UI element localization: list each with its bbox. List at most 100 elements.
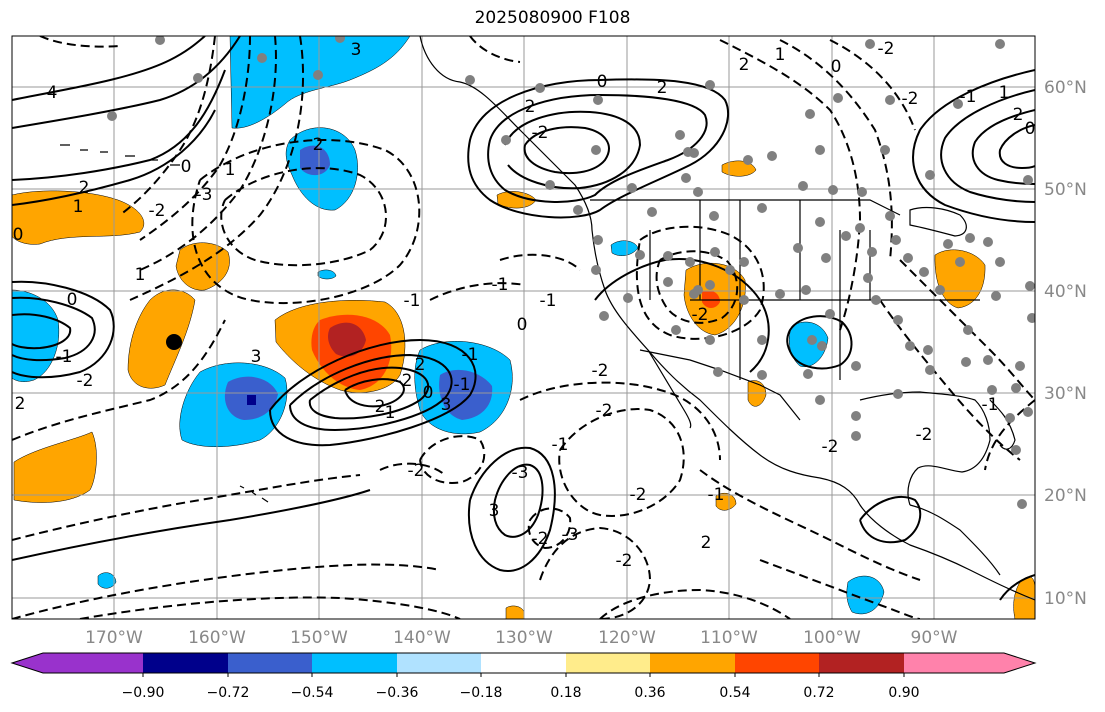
- colorbar-segment: [566, 653, 650, 673]
- contour-label: -2: [902, 89, 919, 109]
- contour-label: 0: [423, 383, 434, 403]
- station-markers: [107, 36, 1035, 509]
- latitude-labels: 60°N 50°N 40°N 30°N 20°N 10°N: [1044, 78, 1087, 609]
- contour-label: 3: [351, 40, 362, 60]
- contour-label: -1: [404, 291, 421, 311]
- longitude-label: 120°W: [598, 628, 656, 648]
- colorbar-tick-label: 0.18: [550, 685, 581, 701]
- latitude-label: 30°N: [1044, 384, 1087, 404]
- contour-label: -2: [532, 529, 549, 549]
- contour-label: 0: [597, 72, 608, 92]
- colorbar-segment: [735, 653, 819, 673]
- contour-label: 2: [79, 178, 90, 198]
- contour-label: 0: [13, 225, 24, 245]
- contour-label: -1: [540, 291, 557, 311]
- negative-contours: [12, 36, 1035, 619]
- longitude-label: 110°W: [700, 628, 758, 648]
- colorbar-segment: [481, 653, 566, 673]
- contour-label: -3: [196, 185, 213, 205]
- colorbar-outline: [10, 652, 1037, 674]
- contour-label: -2: [596, 401, 613, 421]
- colorbar-tick-label: −0.18: [460, 685, 503, 701]
- longitude-label: 100°W: [803, 628, 861, 648]
- contour-label: 4: [47, 83, 58, 103]
- contour-label: -2: [396, 371, 413, 391]
- contour-label: 0: [831, 57, 842, 77]
- longitude-label: 140°W: [393, 628, 451, 648]
- colorbar-segment: [819, 653, 904, 673]
- contour-label: 3: [441, 395, 452, 415]
- contour-label: 1: [999, 83, 1010, 103]
- contour-label: -3: [512, 463, 529, 483]
- highlight-marker: [166, 334, 182, 350]
- contour-label: -2: [822, 437, 839, 457]
- colorbar-tick-label: −0.36: [376, 685, 419, 701]
- contour-label: 1: [73, 197, 84, 217]
- contour-label: -2: [77, 371, 94, 391]
- contour-label: -1: [960, 87, 977, 107]
- latitude-label: 50°N: [1044, 180, 1087, 200]
- contour-label: 2: [1013, 105, 1024, 125]
- colorbar-segment: [312, 653, 397, 673]
- contour-label: -3: [562, 525, 579, 545]
- contour-label: -2: [149, 201, 166, 221]
- longitude-label: 150°W: [290, 628, 348, 648]
- contour-label: 1: [135, 265, 146, 285]
- colorbar: −0.90 −0.72 −0.54 −0.36 −0.18 0.18 0.36 0.54 0.7…: [10, 652, 1037, 701]
- colorbar-tick-label: −0.72: [207, 685, 250, 701]
- contour-label: 0: [1025, 119, 1036, 139]
- contour-label: -1: [56, 347, 73, 367]
- contour-label: -2: [532, 123, 549, 143]
- contour-label: -2: [592, 361, 609, 381]
- contour-label: 0: [67, 290, 78, 310]
- contour-label: 1: [225, 160, 236, 180]
- contour-label: -1: [982, 395, 999, 415]
- colorbar-tick-label: 0.72: [803, 685, 834, 701]
- colorbar-segment: [904, 653, 1035, 673]
- latitude-label: 60°N: [1044, 78, 1087, 98]
- contour-label: 2: [375, 397, 386, 417]
- longitude-label: 170°W: [85, 628, 143, 648]
- contour-label: 1: [775, 45, 786, 65]
- contour-label: 2: [739, 55, 750, 75]
- longitude-label: 160°W: [188, 628, 246, 648]
- colorbar-segment: [12, 653, 143, 673]
- contour-label: -1: [708, 485, 725, 505]
- colorbar-tick-label: −0.54: [291, 685, 334, 701]
- contour-label: 2: [15, 394, 26, 414]
- contour-label: 2: [657, 78, 668, 98]
- contour-label: 2: [313, 135, 324, 155]
- contour-label: 2: [525, 97, 536, 117]
- latitude-label: 10°N: [1044, 589, 1087, 609]
- contour-label: -1: [552, 435, 569, 455]
- colorbar-tick-label: 0.36: [634, 685, 665, 701]
- colorbar-segment: [228, 653, 312, 673]
- colorbar-segment: [397, 653, 481, 673]
- colorbar-segment: [143, 653, 228, 673]
- colorbar-segment: [650, 653, 735, 673]
- colorbar-tick-label: −0.90: [122, 685, 165, 701]
- contour-label: 2: [701, 533, 712, 553]
- map-title: 2025080900 F108: [474, 8, 631, 28]
- contour-label: -2: [616, 551, 633, 571]
- contour-label: 3: [251, 347, 262, 367]
- contour-label: -2: [630, 485, 647, 505]
- contour-label: 0: [517, 315, 528, 335]
- contour-label: -1: [454, 375, 471, 395]
- contour-label: 0: [181, 157, 192, 177]
- colorbar-tick-label: 0.90: [888, 685, 919, 701]
- contour-label: -1: [462, 345, 479, 365]
- latitude-label: 20°N: [1044, 486, 1087, 506]
- colorbar-tick-label: 0.54: [719, 685, 750, 701]
- contour-label: 2: [415, 355, 426, 375]
- contour-label: -2: [916, 425, 933, 445]
- positive-contours: [12, 36, 1035, 601]
- contour-label: -1: [492, 275, 509, 295]
- contour-label: 3: [489, 501, 500, 521]
- longitude-label: 130°W: [495, 628, 553, 648]
- contour-label: -2: [692, 305, 709, 325]
- contour-label: 1: [385, 403, 396, 423]
- longitude-labels: 170°W 160°W 150°W 140°W 130°W 120°W 110°W 100°W…: [85, 628, 958, 648]
